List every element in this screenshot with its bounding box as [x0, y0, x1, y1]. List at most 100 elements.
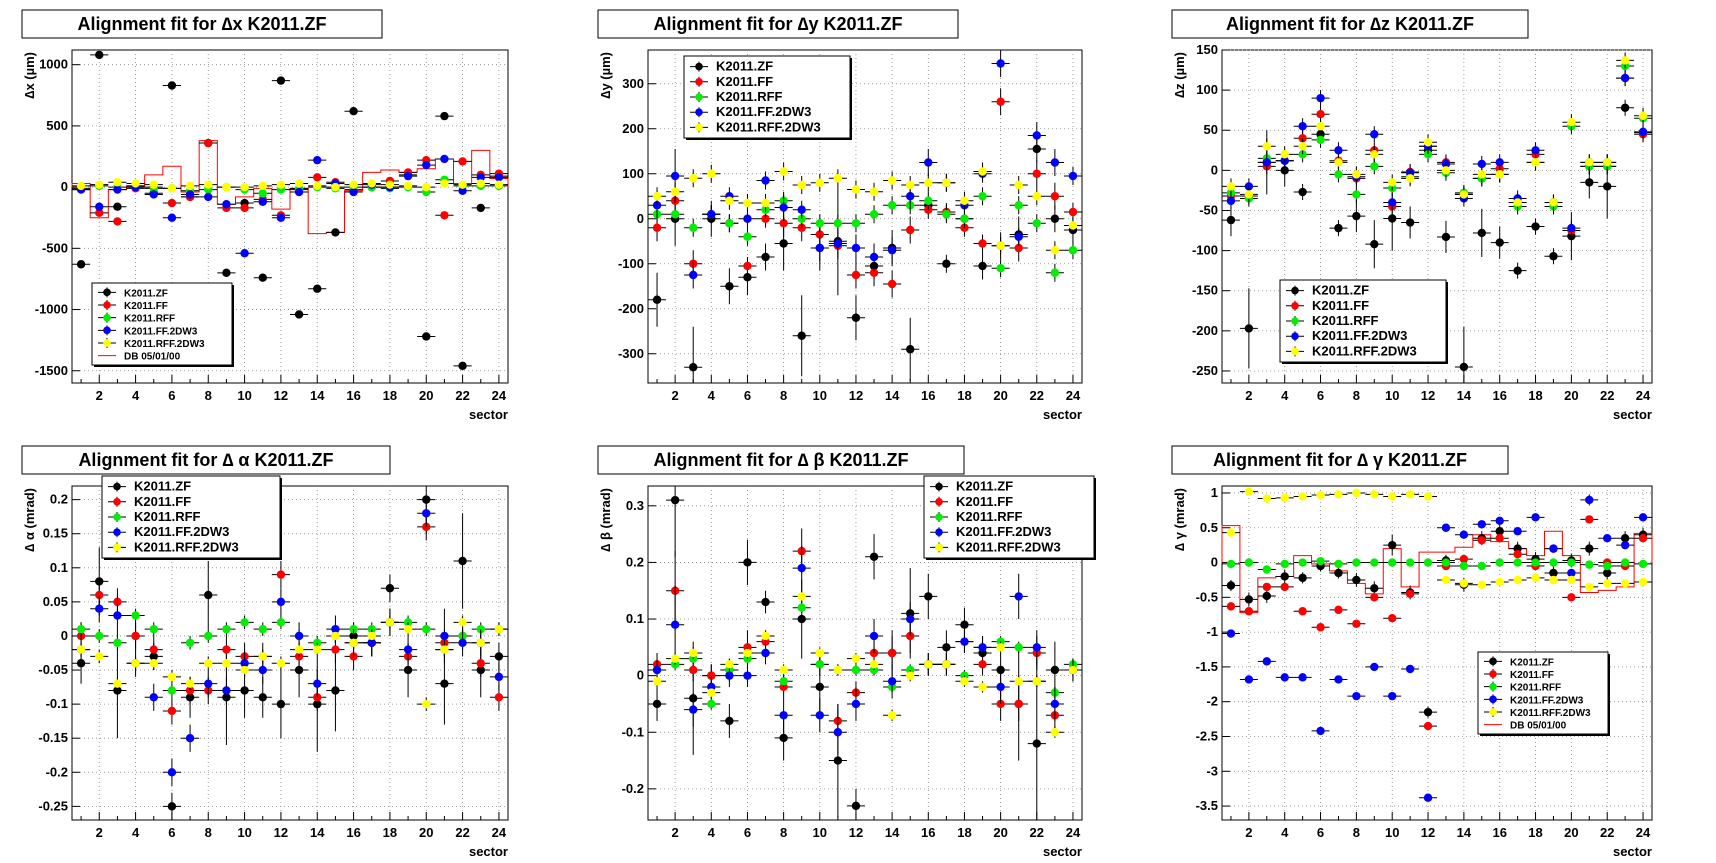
legend-label: K2011.RFF [956, 509, 1023, 524]
data-point [960, 637, 969, 646]
data-point [1513, 558, 1522, 567]
data-point [1531, 146, 1540, 155]
legend [683, 55, 851, 139]
data-point [797, 614, 806, 624]
x-tick-label: 16 [1492, 388, 1506, 403]
data-point [906, 345, 915, 354]
data-point [815, 660, 824, 669]
x-tick-label: 4 [708, 388, 716, 403]
data-point [1226, 528, 1236, 537]
data-point [779, 239, 788, 248]
data-point [1280, 572, 1289, 581]
data-point [167, 198, 177, 208]
data-point [815, 711, 824, 720]
data-point [458, 618, 467, 627]
data-point [1262, 142, 1271, 151]
data-point [1334, 158, 1343, 167]
x-tick-label: 20 [419, 388, 433, 403]
x-tick-label: 14 [310, 825, 325, 840]
data-point [1477, 228, 1486, 238]
data-point [1423, 138, 1433, 147]
data-point [1620, 103, 1630, 112]
y-tick-label: -0.15 [38, 730, 68, 745]
data-point [276, 659, 286, 668]
data-point [113, 202, 122, 211]
data-point [1298, 122, 1307, 131]
legend-marker [695, 78, 703, 86]
data-point [797, 205, 806, 214]
data-point [797, 592, 806, 601]
data-point [1068, 665, 1078, 675]
data-point [204, 180, 213, 189]
data-point [95, 208, 104, 218]
y-tick-label: -250 [1192, 363, 1218, 378]
legend-label: K2011.ZF [124, 288, 168, 299]
x-tick-label: 24 [1066, 388, 1081, 403]
data-point [906, 671, 915, 680]
data-point [1352, 575, 1361, 585]
legend-label: K2011.FF.2DW3 [1510, 695, 1584, 706]
x-tick-label: 2 [672, 825, 679, 840]
data-point [476, 638, 485, 647]
data-point [978, 261, 987, 271]
data-point [833, 174, 843, 183]
x-tick-label: 2 [96, 825, 103, 840]
data-point [331, 228, 340, 237]
data-point [385, 618, 395, 627]
data-point [779, 665, 788, 675]
data-point [1459, 554, 1469, 564]
x-tick-label: 18 [383, 825, 397, 840]
y-tick-label: -2.5 [1196, 729, 1218, 744]
legend-label: K2011.RFF [1312, 313, 1379, 328]
data-point [149, 693, 158, 702]
data-point [1531, 158, 1540, 167]
x-tick-label: 10 [813, 388, 827, 403]
data-point [95, 604, 104, 613]
legend-marker [695, 108, 703, 116]
legend-marker [1489, 695, 1497, 704]
data-point [440, 111, 449, 121]
data-point [652, 223, 662, 232]
legend-label: K2011.RFF [716, 89, 783, 104]
y-axis-title: ∆ α (mrad) [22, 488, 37, 552]
x-tick-label: 22 [1030, 388, 1044, 403]
y-tick-label: 100 [1196, 82, 1218, 97]
data-point [1262, 657, 1271, 666]
chart-title: Alignment fit for ∆x K2011.ZF [77, 14, 326, 34]
data-point [1585, 495, 1594, 505]
data-point [851, 243, 861, 253]
x-axis-title: sector [1613, 844, 1652, 859]
x-tick-label: 12 [274, 825, 288, 840]
data-point [494, 652, 504, 661]
data-point [458, 180, 467, 189]
data-point [331, 631, 340, 641]
data-point [978, 643, 987, 652]
data-point [1495, 533, 1504, 543]
data-point [1334, 559, 1343, 569]
x-tick-label: 4 [1281, 388, 1289, 403]
data-point [1388, 178, 1397, 187]
data-point [1370, 150, 1379, 159]
data-point [1032, 739, 1041, 748]
data-point [761, 597, 770, 607]
data-point [258, 665, 267, 675]
data-point [942, 178, 951, 187]
data-point [149, 624, 158, 634]
chart-panel-6: 2 4 6 8 10 12 14 16 18 20 22 24-3.5-3-2.5-2-1.5-1-0… [1171, 445, 1653, 859]
data-point [996, 241, 1005, 250]
data-point [1620, 558, 1630, 567]
data-point [1334, 675, 1343, 684]
data-point [851, 801, 861, 811]
legend [1279, 279, 1447, 363]
data-point [1050, 699, 1060, 709]
x-tick-label: 6 [1317, 388, 1324, 403]
data-point [403, 171, 413, 181]
data-point [1316, 726, 1325, 736]
data-point [313, 645, 322, 654]
legend-label: K2011.RFF [124, 314, 175, 325]
data-point [240, 686, 249, 695]
data-point [1244, 190, 1254, 199]
data-point [1441, 523, 1451, 532]
data-point [1226, 581, 1236, 590]
x-axis-title: sector [469, 844, 508, 859]
